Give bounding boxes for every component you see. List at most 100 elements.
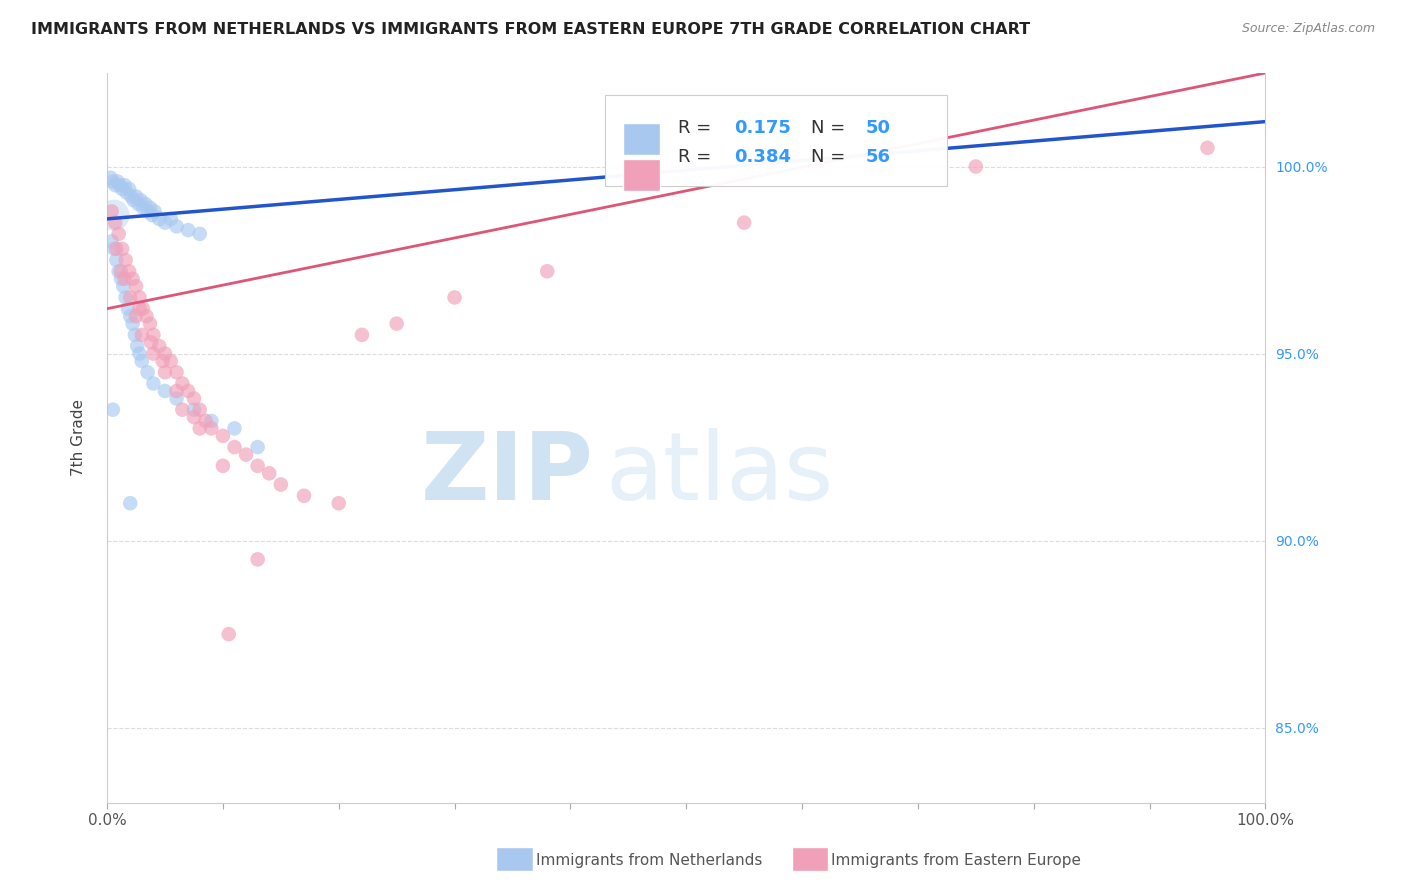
Point	[118, 264, 141, 278]
Point	[112, 279, 135, 293]
Point	[129, 193, 152, 207]
Point	[110, 271, 132, 285]
Point	[350, 327, 373, 342]
Text: 0.175: 0.175	[734, 119, 790, 137]
Point	[292, 489, 315, 503]
Point	[385, 317, 408, 331]
Point	[153, 365, 176, 379]
Point	[104, 178, 127, 193]
Point	[183, 402, 205, 417]
Point	[111, 182, 134, 196]
Point	[142, 376, 165, 391]
Point	[111, 242, 134, 256]
Point	[212, 429, 235, 443]
Point	[125, 309, 148, 323]
Point	[166, 219, 188, 234]
Point	[128, 346, 150, 360]
Point	[246, 440, 269, 454]
Point	[141, 208, 163, 222]
Text: Immigrants from Eastern Europe: Immigrants from Eastern Europe	[831, 853, 1081, 868]
Point	[105, 242, 128, 256]
Point	[120, 496, 142, 510]
Point	[101, 402, 124, 417]
Point	[139, 335, 162, 350]
Point	[166, 365, 188, 379]
Point	[142, 346, 165, 360]
Point	[152, 354, 174, 368]
Point	[110, 264, 132, 278]
Point	[124, 327, 146, 342]
Point	[194, 414, 217, 428]
Point	[127, 339, 149, 353]
Point	[131, 354, 153, 368]
Point	[120, 189, 142, 203]
Point	[101, 174, 124, 188]
Point	[118, 182, 141, 196]
Point	[536, 264, 558, 278]
Point	[117, 301, 139, 316]
Point	[107, 264, 129, 278]
Point	[188, 421, 211, 435]
Point	[172, 402, 194, 417]
Point	[132, 201, 155, 215]
Point	[139, 201, 162, 215]
Point	[188, 402, 211, 417]
Point	[166, 392, 188, 406]
Point	[965, 160, 987, 174]
Point	[159, 211, 181, 226]
Point	[218, 627, 240, 641]
Point	[127, 197, 149, 211]
Text: Immigrants from Netherlands: Immigrants from Netherlands	[536, 853, 762, 868]
Point	[122, 193, 145, 207]
Text: R =: R =	[678, 119, 717, 137]
Point	[246, 552, 269, 566]
Point	[136, 365, 159, 379]
Point	[143, 204, 166, 219]
Text: Source: ZipAtlas.com: Source: ZipAtlas.com	[1241, 22, 1375, 36]
Point	[733, 216, 755, 230]
Point	[100, 170, 122, 185]
Point	[125, 279, 148, 293]
Point	[114, 271, 136, 285]
Point	[121, 271, 143, 285]
Point	[328, 496, 350, 510]
Text: 56: 56	[866, 148, 891, 166]
Point	[125, 189, 148, 203]
Point	[142, 327, 165, 342]
Point	[183, 392, 205, 406]
FancyBboxPatch shape	[623, 159, 659, 191]
Point	[132, 301, 155, 316]
Point	[121, 317, 143, 331]
Point	[120, 290, 142, 304]
Point	[177, 384, 200, 398]
Point	[103, 242, 125, 256]
Point	[135, 309, 157, 323]
Point	[224, 421, 246, 435]
Point	[134, 197, 156, 211]
Text: atlas: atlas	[605, 428, 834, 520]
Point	[108, 178, 131, 193]
Point	[183, 410, 205, 425]
Point	[257, 467, 280, 481]
Point	[443, 290, 465, 304]
Point	[136, 204, 159, 219]
Point	[1197, 141, 1219, 155]
Point	[153, 346, 176, 360]
Point	[270, 477, 292, 491]
Point	[100, 204, 122, 219]
Text: N =: N =	[811, 148, 851, 166]
Y-axis label: 7th Grade: 7th Grade	[72, 400, 86, 476]
Point	[166, 384, 188, 398]
Point	[104, 216, 127, 230]
Point	[153, 216, 176, 230]
Point	[114, 290, 136, 304]
Point	[153, 384, 176, 398]
Text: ZIP: ZIP	[420, 428, 593, 520]
Point	[120, 309, 142, 323]
Point	[115, 186, 138, 200]
Point	[105, 253, 128, 268]
Text: 50: 50	[866, 119, 891, 137]
Point	[128, 301, 150, 316]
Text: R =: R =	[678, 148, 717, 166]
Point	[103, 208, 125, 222]
